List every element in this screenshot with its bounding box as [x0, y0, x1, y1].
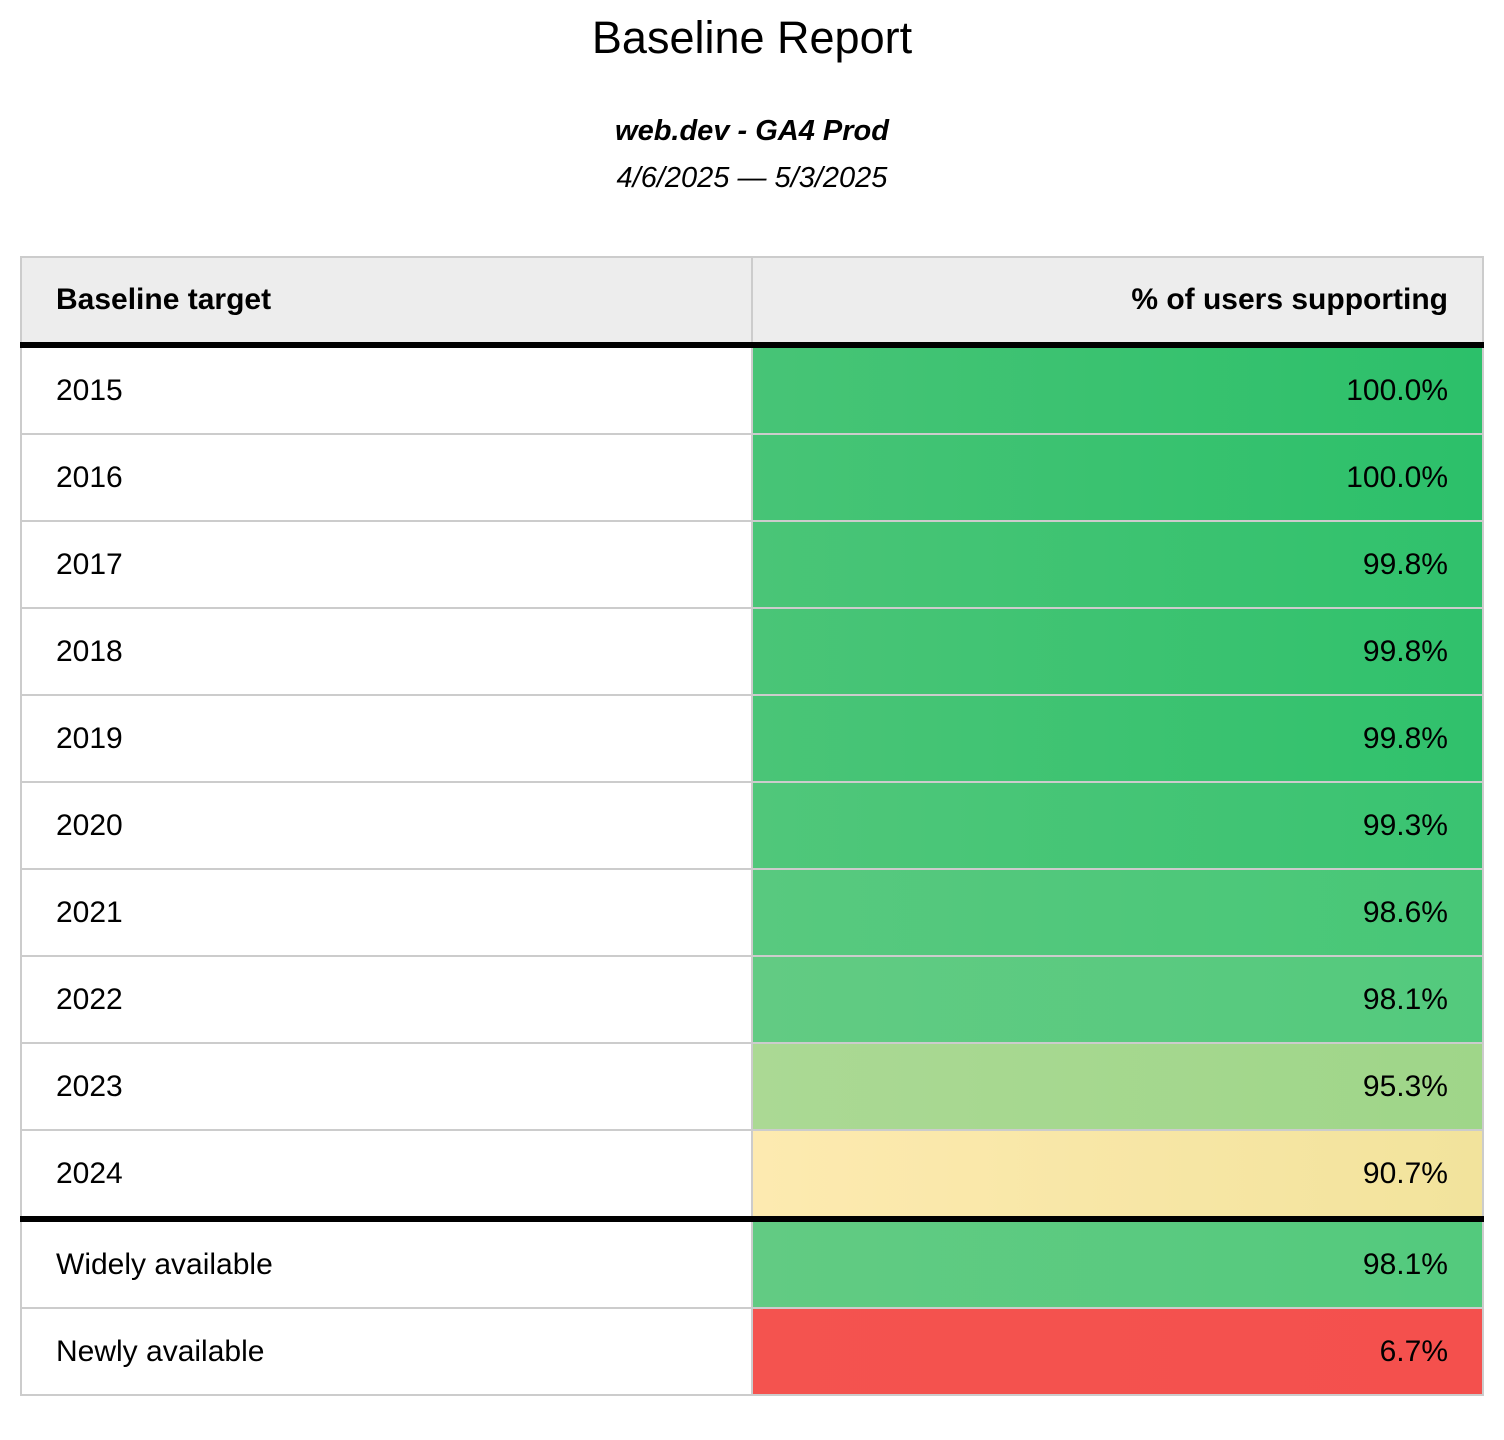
table-header: Baseline target % of users supporting	[20, 256, 1484, 349]
percent-supporting-cell: 90.7%	[751, 1129, 1484, 1221]
table-row: 2019 99.8%	[20, 694, 1484, 784]
table-row: 2022 98.1%	[20, 955, 1484, 1045]
table-row: Widely available 98.1%	[20, 1216, 1484, 1310]
baseline-target-cell: Newly available	[20, 1307, 753, 1397]
baseline-target-cell: 2020	[20, 781, 753, 871]
percent-supporting-cell: 100.0%	[751, 344, 1484, 436]
table-row: 2015 100.0%	[20, 344, 1484, 436]
percent-supporting-cell: 6.7%	[751, 1307, 1484, 1397]
baseline-target-cell: 2024	[20, 1129, 753, 1221]
column-header-percent-supporting: % of users supporting	[751, 256, 1484, 349]
report-header: Baseline Report web.dev - GA4 Prod 4/6/2…	[0, 14, 1504, 195]
percent-supporting-cell: 98.6%	[751, 868, 1484, 958]
column-header-baseline-target: Baseline target	[20, 256, 753, 349]
baseline-target-cell: 2019	[20, 694, 753, 784]
baseline-target-cell: Widely available	[20, 1216, 753, 1310]
percent-supporting-cell: 100.0%	[751, 433, 1484, 523]
table-row: 2021 98.6%	[20, 868, 1484, 958]
table-body: 2015 100.0% 2016 100.0% 2017 99.8% 2018 …	[20, 344, 1484, 1397]
percent-supporting-cell: 98.1%	[751, 1216, 1484, 1310]
header-row: Baseline target % of users supporting	[20, 256, 1484, 349]
baseline-target-cell: 2015	[20, 344, 753, 436]
table-row: Newly available 6.7%	[20, 1307, 1484, 1397]
report-date-range: 4/6/2025 — 5/3/2025	[616, 162, 888, 195]
baseline-target-cell: 2023	[20, 1042, 753, 1132]
percent-supporting-cell: 99.8%	[751, 607, 1484, 697]
percent-supporting-cell: 99.8%	[751, 694, 1484, 784]
baseline-table: Baseline target % of users supporting 20…	[20, 256, 1484, 1397]
percent-supporting-cell: 99.8%	[751, 520, 1484, 610]
baseline-target-cell: 2022	[20, 955, 753, 1045]
table-row: 2020 99.3%	[20, 781, 1484, 871]
table-row: 2024 90.7%	[20, 1129, 1484, 1221]
baseline-target-cell: 2017	[20, 520, 753, 610]
report-subtitle: web.dev - GA4 Prod	[615, 115, 889, 148]
baseline-target-cell: 2021	[20, 868, 753, 958]
percent-supporting-cell: 95.3%	[751, 1042, 1484, 1132]
page-title: Baseline Report	[591, 12, 913, 63]
percent-supporting-cell: 99.3%	[751, 781, 1484, 871]
table-row: 2018 99.8%	[20, 607, 1484, 697]
baseline-target-cell: 2016	[20, 433, 753, 523]
table-row: 2023 95.3%	[20, 1042, 1484, 1132]
baseline-target-cell: 2018	[20, 607, 753, 697]
table-row: 2016 100.0%	[20, 433, 1484, 523]
table-row: 2017 99.8%	[20, 520, 1484, 610]
percent-supporting-cell: 98.1%	[751, 955, 1484, 1045]
